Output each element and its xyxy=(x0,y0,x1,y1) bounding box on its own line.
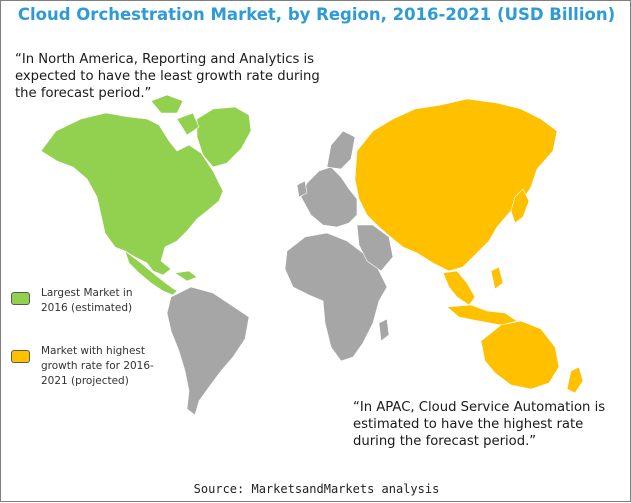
scandinavia xyxy=(326,130,356,170)
apac-annotation-line-2: estimated to have the highest rate xyxy=(353,417,584,432)
source-note: Source: MarketsandMarkets analysis xyxy=(193,482,440,496)
legend-largest-line-2: 2016 (estimated) xyxy=(41,302,133,314)
europe xyxy=(300,166,358,228)
north-america-annotation-line-2: expected to have the least growth rate d… xyxy=(15,69,320,84)
apac-annotation: “In APAC, Cloud Service Automation is es… xyxy=(353,399,628,450)
australia xyxy=(480,320,560,390)
legend-fastest-line-2: growth rate for 2016- xyxy=(41,360,154,372)
north-america-annotation-line-1: “In North America, Reporting and Analyti… xyxy=(15,52,315,67)
legend-label-largest-market: Largest Market in 2016 (estimated) xyxy=(41,286,161,316)
legend-largest-line-1: Largest Market in xyxy=(41,287,133,299)
central-america xyxy=(124,250,178,296)
caribbean xyxy=(174,270,198,282)
apac-annotation-line-1: “In APAC, Cloud Service Automation is xyxy=(353,400,606,415)
apac-annotation-line-3: during the forecast period.” xyxy=(353,434,537,449)
madagascar xyxy=(378,318,390,342)
africa xyxy=(284,232,388,362)
arctic-islands xyxy=(150,94,200,136)
south-america xyxy=(166,286,250,416)
region-europe-africa xyxy=(284,130,394,362)
legend-item-largest-market: Largest Market in 2016 (estimated) xyxy=(11,286,161,316)
greenland xyxy=(196,106,252,168)
legend-fastest-line-3: 2021 (projected) xyxy=(41,375,129,387)
new-zealand xyxy=(566,366,584,394)
southeast-asia xyxy=(442,270,476,306)
british-isles xyxy=(296,180,308,198)
indonesia xyxy=(446,304,518,326)
legend-fastest-line-1: Market with highest xyxy=(41,345,145,357)
asia-mainland xyxy=(354,98,558,272)
philippines xyxy=(490,266,504,290)
legend-swatch-green xyxy=(11,292,30,305)
legend-item-highest-growth: Market with highest growth rate for 2016… xyxy=(11,344,161,389)
legend-label-highest-growth: Market with highest growth rate for 2016… xyxy=(41,344,161,389)
region-south-america xyxy=(166,286,250,416)
north-america-annotation: “In North America, Reporting and Analyti… xyxy=(15,51,345,102)
north-america-mainland xyxy=(40,112,224,276)
region-north-america xyxy=(40,94,252,296)
japan xyxy=(510,188,530,224)
region-apac xyxy=(354,98,584,394)
north-america-annotation-line-3: the forecast period.” xyxy=(15,86,152,101)
middle-east xyxy=(356,224,394,272)
map-title: Cloud Orchestration Market, by Region, 2… xyxy=(17,5,616,24)
legend-swatch-orange xyxy=(11,350,30,363)
